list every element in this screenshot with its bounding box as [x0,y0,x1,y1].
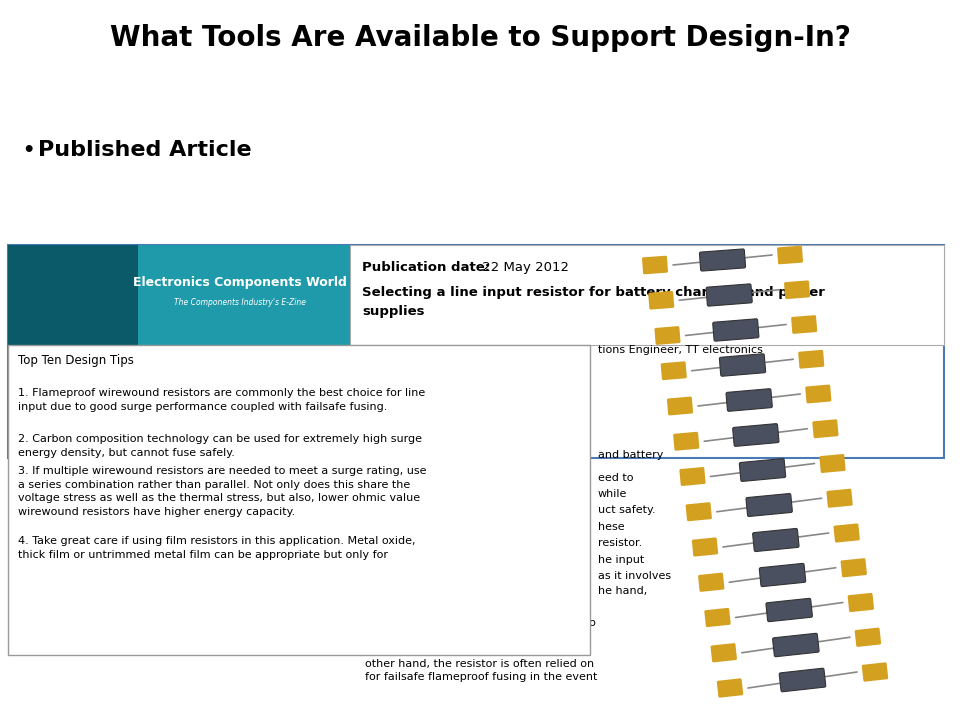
FancyBboxPatch shape [791,315,817,334]
Text: 1. Flameproof wirewound resistors are commonly the best choice for line
input du: 1. Flameproof wirewound resistors are co… [18,388,425,412]
Text: supplies: supplies [362,305,424,318]
FancyBboxPatch shape [660,361,686,380]
FancyBboxPatch shape [773,634,819,657]
FancyBboxPatch shape [726,389,772,411]
Text: 2. Carbon composition technology can be used for extremely high surge
energy den: 2. Carbon composition technology can be … [18,434,422,458]
FancyBboxPatch shape [717,678,743,698]
FancyBboxPatch shape [827,489,852,508]
Text: tions Engineer, TT electronics: tions Engineer, TT electronics [598,345,763,355]
Text: survive repeated inrush surges and: survive repeated inrush surges and [365,631,564,642]
Bar [8,345,590,655]
FancyBboxPatch shape [732,423,779,446]
FancyBboxPatch shape [746,493,792,516]
Text: eed to: eed to [598,473,634,483]
Bar [8,245,138,345]
FancyBboxPatch shape [655,326,681,345]
FancyBboxPatch shape [712,319,759,341]
FancyBboxPatch shape [784,280,810,299]
Text: What Tools Are Available to Support Design-In?: What Tools Are Available to Support Desi… [109,24,851,52]
Text: he input: he input [598,555,644,565]
FancyBboxPatch shape [805,384,831,403]
Text: for failsafe flameproof fusing in the event: for failsafe flameproof fusing in the ev… [365,672,597,682]
FancyBboxPatch shape [753,528,799,552]
Text: he hand,: he hand, [598,586,647,596]
Text: while: while [598,489,628,499]
Text: Publication date:: Publication date: [362,261,491,274]
FancyBboxPatch shape [780,668,826,692]
FancyBboxPatch shape [777,246,803,264]
FancyBboxPatch shape [759,564,805,587]
FancyBboxPatch shape [642,256,668,274]
Text: occasional power line transients. On the: occasional power line transients. On the [365,645,589,655]
FancyBboxPatch shape [692,537,718,557]
Text: other hand, the resistor is often relied on: other hand, the resistor is often relied… [365,659,594,668]
Text: Published Article: Published Article [38,140,252,160]
FancyBboxPatch shape [648,291,674,310]
FancyBboxPatch shape [798,350,825,369]
Text: resistor.: resistor. [598,538,642,548]
FancyBboxPatch shape [700,249,746,271]
Text: uct safety.: uct safety. [598,505,656,515]
FancyBboxPatch shape [707,284,753,306]
Text: •: • [22,140,35,160]
Bar [8,245,944,458]
FancyBboxPatch shape [680,467,706,486]
FancyBboxPatch shape [862,662,888,682]
Text: Selecting a line input resistor for battery chargers and power: Selecting a line input resistor for batt… [362,286,825,299]
FancyBboxPatch shape [705,608,731,627]
Text: Top Ten Design Tips: Top Ten Design Tips [18,354,133,366]
Text: The Components Industry's E-Zine: The Components Industry's E-Zine [174,297,306,307]
Text: Electronics Components World: Electronics Components World [133,276,347,289]
FancyBboxPatch shape [673,432,699,451]
Text: 4. Take great care if using film resistors in this application. Metal oxide,
thi: 4. Take great care if using film resisto… [18,536,416,559]
Text: the resistor must be sufficiently robust to: the resistor must be sufficiently robust… [365,618,596,628]
FancyBboxPatch shape [812,419,838,438]
Text: as it involves: as it involves [598,571,671,581]
FancyBboxPatch shape [854,628,881,647]
FancyBboxPatch shape [698,572,725,592]
Text: 3. If multiple wirewound resistors are needed to meet a surge rating, use
a seri: 3. If multiple wirewound resistors are n… [18,466,426,517]
FancyBboxPatch shape [739,459,785,482]
FancyBboxPatch shape [833,523,860,543]
FancyBboxPatch shape [667,397,693,415]
Text: hese: hese [598,522,625,532]
FancyBboxPatch shape [841,558,867,577]
FancyBboxPatch shape [710,643,737,662]
Text: and battery: and battery [598,450,663,460]
Bar [350,245,944,345]
FancyBboxPatch shape [848,593,874,612]
FancyBboxPatch shape [820,454,846,473]
Text: 22 May 2012: 22 May 2012 [478,261,569,274]
FancyBboxPatch shape [719,354,765,377]
FancyBboxPatch shape [685,503,712,521]
Bar [8,245,350,345]
FancyBboxPatch shape [766,598,812,621]
